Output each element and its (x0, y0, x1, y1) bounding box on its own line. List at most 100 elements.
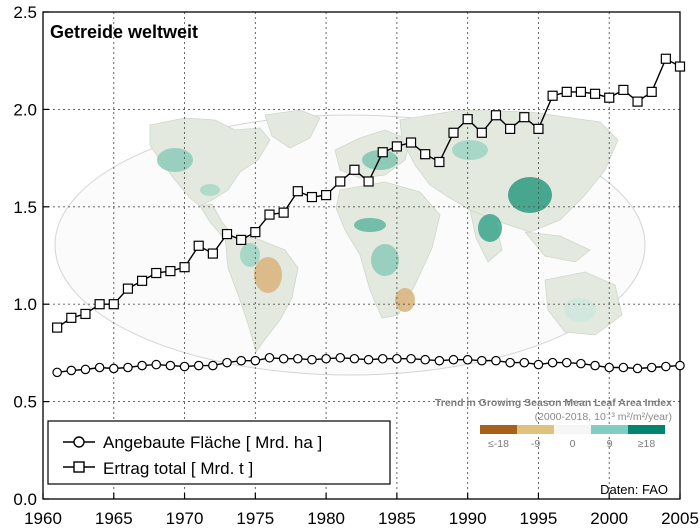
inset-swatch (480, 425, 517, 434)
data-point-area (349, 353, 360, 364)
data-point-area (576, 358, 586, 369)
data-point-yield (448, 127, 459, 138)
inset-scale-label: ≥18 (638, 438, 656, 450)
data-point-area (377, 353, 388, 364)
data-point-area (264, 352, 275, 363)
inset-subtitle: (2000-2018, 10⁻³ m²/m²/year) (535, 411, 672, 423)
inset-scale-label: -9 (531, 438, 540, 450)
data-point-area (137, 360, 147, 371)
data-point-area (363, 354, 374, 365)
data-point-area (477, 355, 487, 366)
data-point-yield (405, 137, 417, 148)
data-point-yield (533, 123, 544, 134)
data-point-area (505, 357, 515, 368)
data-point-yield (632, 96, 643, 107)
data-point-yield (547, 90, 558, 101)
series-markers (52, 53, 686, 378)
data-point-yield (505, 123, 516, 134)
data-point-area (66, 365, 77, 376)
leaf-area-index-legend: Trend in Growing Season Mean Leaf Area I… (435, 397, 672, 450)
data-point-area (292, 353, 303, 364)
inset-color-scale (480, 425, 665, 434)
data-point-area (123, 362, 133, 373)
data-point-area (208, 360, 218, 371)
data-point-yield (660, 53, 671, 64)
inset-title: Trend in Growing Season Mean Leaf Area I… (435, 397, 672, 409)
data-point-yield (236, 234, 247, 246)
axes (42, 11, 681, 500)
data-point-yield (618, 84, 629, 96)
x-tick-label: 1965 (95, 509, 133, 528)
data-point-yield (221, 228, 233, 240)
data-point-area (590, 360, 600, 371)
inset-swatch (554, 425, 591, 434)
data-point-area (52, 367, 62, 378)
data-point-yield (52, 322, 63, 333)
data-point-area (335, 352, 346, 363)
grid-lines (43, 12, 680, 499)
inset-scale-label: ≤-18 (488, 438, 509, 450)
data-point-yield (462, 114, 473, 125)
land-greenland (264, 109, 321, 149)
data-point-yield (306, 191, 318, 203)
x-tick-label: 1960 (24, 509, 62, 528)
data-point-yield (94, 299, 105, 310)
data-point-area (307, 354, 317, 365)
vegetation-patch-australia (564, 298, 596, 322)
data-point-area (604, 362, 615, 373)
data-point-area (406, 353, 416, 364)
x-tick-label: 1980 (307, 509, 345, 528)
data-point-area (392, 353, 402, 364)
y-tick-label: 2.0 (13, 100, 37, 119)
vegetation-patch-africa-central (371, 244, 399, 276)
data-point-area (618, 362, 629, 373)
data-point-area (561, 357, 572, 368)
data-point-yield (476, 127, 487, 138)
inset-scale-label: 9 (607, 438, 613, 450)
data-point-yield (674, 61, 686, 72)
data-point-yield (278, 207, 289, 218)
legend-marker-square (73, 461, 85, 473)
data-point-yield (292, 186, 303, 197)
data-point-yield (179, 262, 190, 273)
vegetation-patch-na-east (157, 148, 193, 172)
data-point-yield (434, 156, 445, 168)
world-map-background (54, 109, 646, 376)
land-asia (399, 109, 619, 233)
data-point-area (250, 355, 261, 366)
data-point-yield (490, 110, 502, 121)
data-point-area (519, 357, 530, 368)
data-point-yield (604, 92, 615, 103)
data-point-yield (335, 176, 346, 187)
data-point-yield (646, 86, 657, 97)
plot-frame (42, 11, 681, 500)
data-point-yield (349, 164, 360, 175)
data-point-area (321, 353, 331, 364)
vegetation-patch-mexico (200, 184, 220, 196)
data-point-area (675, 360, 685, 371)
x-tick-label: 1975 (236, 509, 274, 528)
vegetation-patch-europe (362, 150, 398, 170)
data-point-yield (377, 147, 388, 158)
data-point-yield (589, 88, 601, 99)
y-tick-label: 1.0 (13, 295, 37, 314)
data-point-area (108, 363, 119, 374)
data-point-yield (193, 240, 204, 251)
data-point-yield (575, 86, 587, 97)
vegetation-patch-china (508, 177, 552, 213)
data-point-area (491, 355, 501, 366)
x-tick-label: 1970 (166, 509, 204, 528)
data-point-yield (250, 227, 261, 238)
inset-swatch (591, 425, 628, 434)
vegetation-patch-africa-south (395, 288, 415, 312)
vegetation-patch-brazil (254, 257, 282, 293)
data-point-area (434, 355, 445, 366)
data-point-yield (391, 141, 402, 152)
data-point-yield (321, 190, 332, 201)
y-tick-label: 1.5 (13, 198, 37, 217)
data-point-yield (363, 176, 374, 187)
x-tick-label: 1985 (378, 509, 416, 528)
data-point-area (94, 362, 105, 373)
data-point-yield (122, 283, 134, 294)
